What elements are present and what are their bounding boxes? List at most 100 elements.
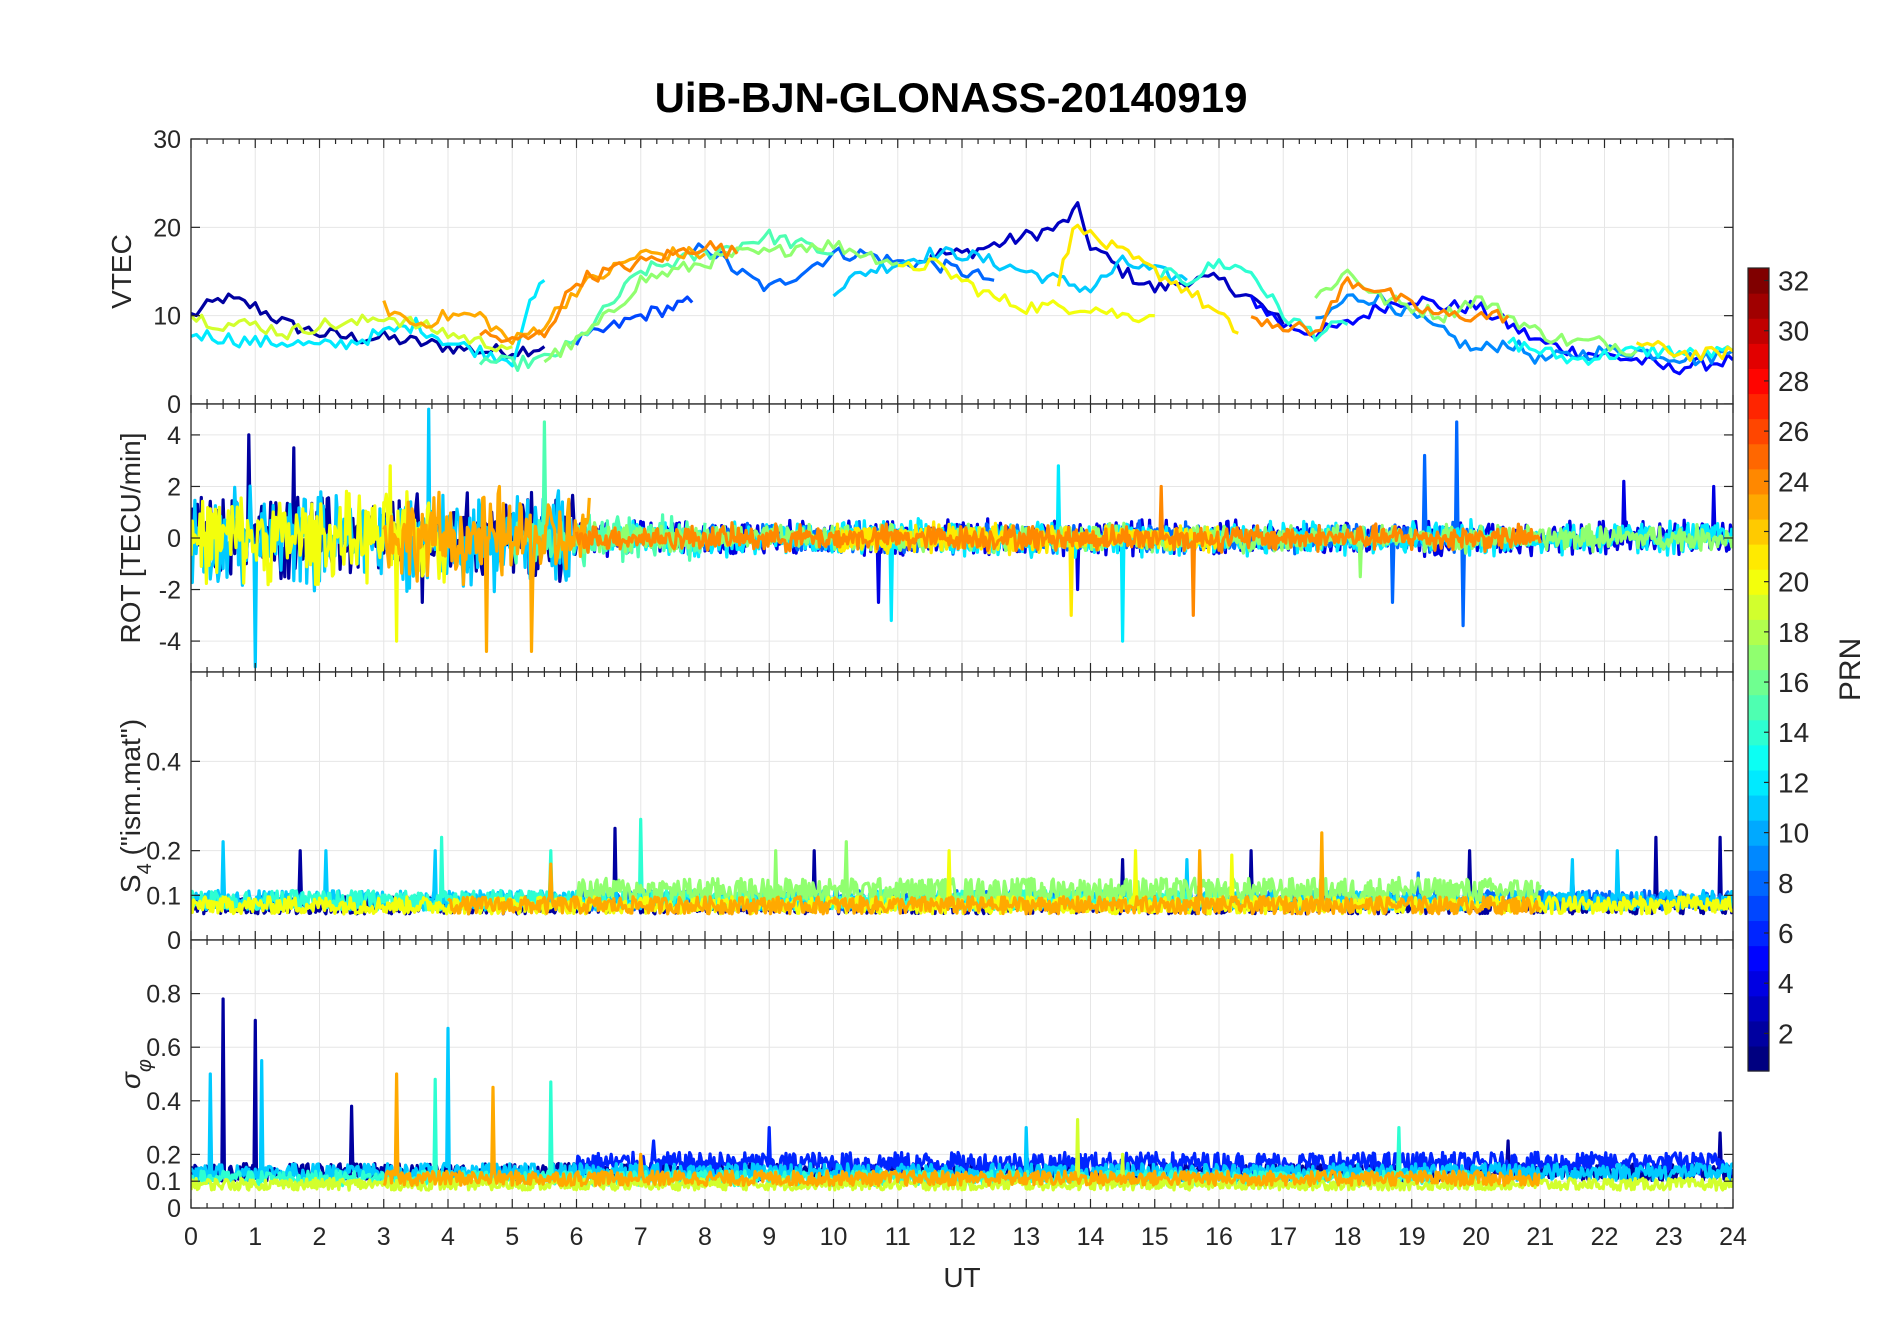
colorbar-segment [1748, 393, 1769, 420]
x-tick-label: 8 [698, 1223, 712, 1251]
x-tick-label: 12 [948, 1223, 976, 1251]
x-tick-label: 6 [570, 1223, 584, 1251]
colorbar-segment [1748, 619, 1769, 646]
series-group [191, 997, 1733, 1192]
colorbar-tick-label: 22 [1778, 516, 1809, 547]
x-tick-label: 13 [1012, 1223, 1040, 1251]
x-tick-label: 1 [248, 1223, 262, 1251]
x-tick-label: 7 [634, 1223, 648, 1251]
colorbar-tick-label: 6 [1778, 918, 1794, 949]
colorbar-tick-label: 32 [1778, 266, 1809, 297]
colorbar-segment [1748, 870, 1769, 896]
x-tick-label: 10 [820, 1223, 848, 1251]
x-tick-label: 9 [762, 1223, 776, 1251]
series-line-prn-21 [1056, 223, 1239, 335]
y-tick-label: 10 [153, 303, 181, 331]
colorbar-segment [1748, 418, 1769, 445]
colorbar-segment [1748, 569, 1769, 595]
chart-title: UiB-BJN-GLONASS-20140919 [654, 74, 1248, 121]
colorbar-segment [1748, 995, 1769, 1022]
colorbar-tick-label: 10 [1778, 818, 1809, 849]
colorbar-tick-label: 24 [1778, 466, 1809, 497]
colorbar-border [1747, 267, 1770, 1072]
series-line-prn-3 [929, 201, 1285, 326]
x-tick-label: 0 [184, 1223, 198, 1251]
x-tick-label: 16 [1205, 1223, 1233, 1251]
series-line-prn-7 [575, 295, 694, 346]
colorbar-segment [1748, 368, 1769, 395]
colorbar-tick-label: 28 [1778, 366, 1809, 397]
colorbar-segment [1748, 544, 1769, 570]
series-group [191, 407, 1733, 669]
y-tick-label: 0.8 [146, 981, 181, 1009]
x-tick-label: 4 [441, 1223, 455, 1251]
colorbar-segment [1748, 343, 1769, 369]
y-axis-label-rest: ("ism.mat") [115, 719, 146, 863]
y-axis-label: VTEC [106, 234, 137, 309]
colorbar-segment [1748, 443, 1769, 470]
colorbar-segment [1748, 895, 1769, 922]
y-tick-label: 0 [167, 525, 181, 553]
panel-rot: -4 -2 0 2 4 ROT [TECU/min] [115, 403, 1734, 673]
colorbar-segment [1748, 945, 1769, 972]
colorbar-segment [1748, 518, 1769, 545]
y-axis-label-sub: φ [134, 1059, 156, 1072]
y-tick-label: -2 [159, 577, 181, 605]
series-line-prn-24 [574, 484, 1542, 617]
y-tick-label: 0.2 [146, 1141, 181, 1169]
y-tick-label: -4 [159, 628, 181, 656]
y-tick-label: 20 [153, 214, 181, 242]
colorbar-tick-label: 20 [1778, 567, 1809, 598]
series-line-prn-17 [574, 840, 1542, 905]
y-tick-label: 0.4 [146, 1088, 181, 1116]
colorbar-tick-label: 14 [1778, 717, 1809, 748]
colorbar-segment [1748, 694, 1769, 721]
x-ticks [190, 940, 1734, 1208]
x-tick-label: 17 [1269, 1223, 1297, 1251]
x-ticks [190, 672, 1734, 940]
colorbar-tick-label: 12 [1778, 767, 1809, 798]
series-line-prn-20 [191, 464, 449, 643]
colorbar-segment [1748, 794, 1769, 821]
colorbar-tick-label: 18 [1778, 617, 1809, 648]
y-axis-label-main: σ [115, 1071, 146, 1089]
panel-vtec: 0 10 20 30 VTEC [106, 126, 1734, 419]
series-line-prn-17 [1314, 268, 1638, 357]
x-tick-label: 11 [885, 1223, 911, 1251]
colorbar-segment [1748, 970, 1769, 997]
colorbar-segment [1748, 744, 1769, 771]
colorbar-segment [1748, 920, 1769, 947]
panel-sigma_phi: 00.10.2 0.4 0.6 0.8 σφ [115, 939, 1734, 1223]
series-line-prn-11 [832, 246, 1188, 298]
colorbar-tick-label: 8 [1778, 868, 1794, 899]
colorbar-tick-label: 4 [1778, 968, 1794, 999]
x-tick-label: 3 [377, 1223, 391, 1251]
y-tick-label: 0.6 [146, 1034, 181, 1062]
colorbar-segment [1748, 820, 1769, 846]
y-tick-label: 0 [167, 927, 181, 955]
y-axis-label: S4 ("ism.mat") [115, 719, 156, 893]
x-tick-label: 22 [1591, 1223, 1619, 1251]
x-tick-label: 14 [1077, 1223, 1105, 1251]
series-line-prn-19 [191, 1118, 1733, 1192]
x-tick-label: 5 [505, 1223, 519, 1251]
colorbar-segment [1748, 594, 1769, 620]
y-tick-label: 0.2 [146, 838, 181, 866]
colorbar-segment [1748, 468, 1769, 495]
colorbar-segment [1748, 1045, 1769, 1072]
colorbar-tick-label: 16 [1778, 667, 1809, 698]
x-tick-label: 15 [1141, 1223, 1169, 1251]
colorbar-segment [1748, 669, 1769, 696]
colorbar-segment [1748, 293, 1769, 319]
y-tick-label: 0.1 [146, 882, 181, 910]
x-tick-label: 2 [313, 1223, 327, 1251]
series-line-prn-24 [479, 240, 739, 344]
y-tick-label: 4 [167, 422, 181, 450]
series-line-prn-19 [191, 313, 513, 353]
y-tick-label: 0 [167, 391, 181, 419]
panel-s4: 00.10.20.4S4 ("ism.mat") [115, 671, 1734, 955]
y-axis-label-sub: 4 [134, 863, 156, 874]
